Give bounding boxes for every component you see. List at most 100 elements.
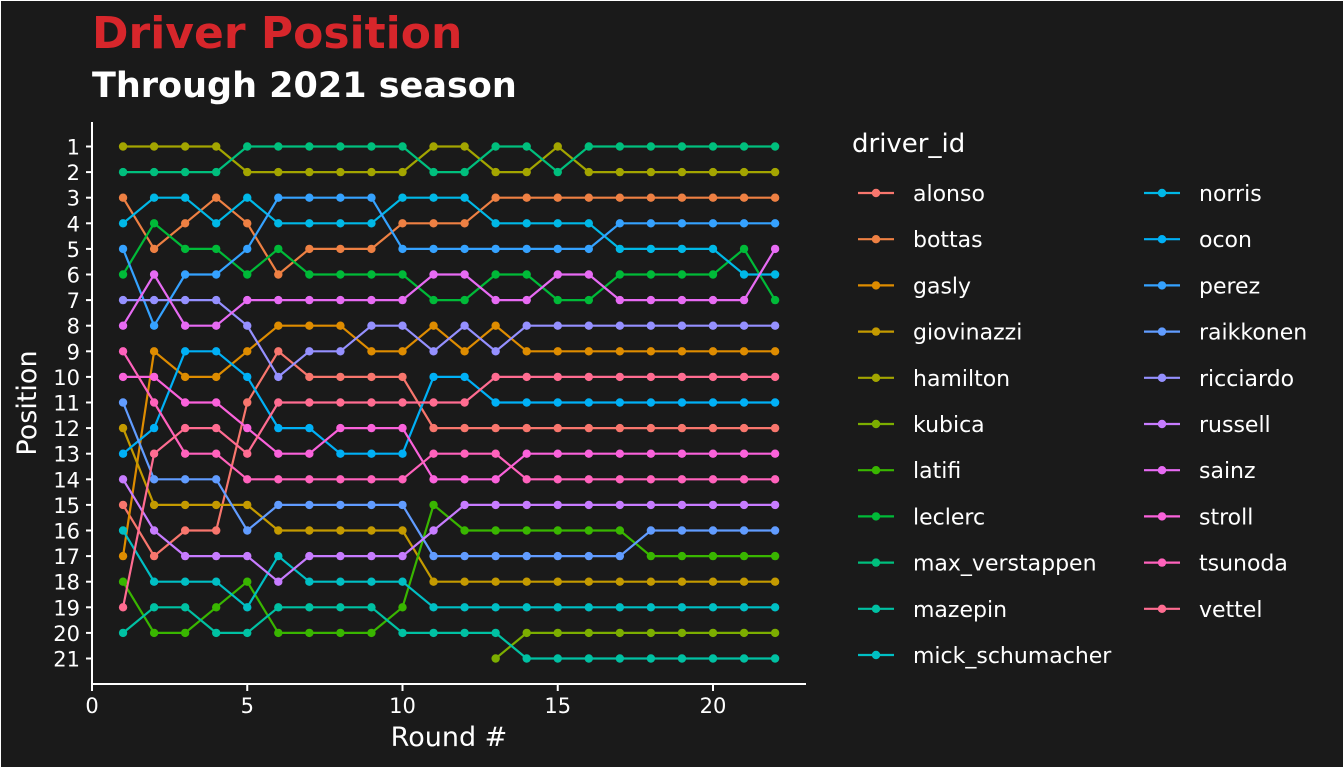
data-point [398, 603, 407, 612]
data-point [243, 270, 252, 279]
data-point [584, 628, 593, 638]
series-line [123, 375, 776, 481]
data-point [180, 475, 190, 484]
data-point [615, 475, 625, 484]
y-tick-label: 11 [53, 392, 80, 416]
legend: driver_id alonso bottas gasly giovinazzi ham… [852, 129, 1307, 669]
data-point [522, 167, 531, 177]
data-point [646, 500, 656, 510]
data-point [429, 603, 438, 612]
data-point [522, 423, 531, 433]
data-point [615, 628, 625, 638]
data-point [708, 423, 718, 433]
series-norris [118, 193, 780, 279]
data-point [429, 347, 438, 356]
data-point [274, 526, 283, 535]
data-point [584, 372, 593, 382]
y-tick-label: 14 [53, 468, 80, 492]
data-point [584, 270, 593, 279]
legend-label: russell [1199, 413, 1271, 438]
data-point [708, 142, 718, 151]
data-point [770, 628, 780, 638]
data-point [615, 398, 625, 407]
data-point [584, 449, 593, 458]
data-point [677, 142, 687, 151]
legend-label: kubica [913, 413, 985, 438]
data-point [336, 551, 345, 561]
x-axis-label: Round # [391, 722, 508, 753]
y-tick-label: 20 [53, 622, 80, 646]
data-point [770, 219, 780, 228]
data-point [646, 193, 656, 202]
data-point [336, 500, 345, 510]
data-point [739, 372, 749, 382]
series-perez [118, 193, 780, 330]
data-point [180, 449, 190, 458]
x-tick-label: 5 [241, 694, 254, 718]
data-point [274, 193, 283, 202]
data-point [770, 295, 780, 305]
data-point [243, 526, 252, 535]
data-point [615, 244, 625, 254]
data-point [615, 295, 625, 305]
data-point [212, 219, 221, 228]
data-point [646, 449, 656, 458]
data-point [118, 628, 128, 638]
data-point [460, 526, 469, 535]
series-line [122, 478, 776, 584]
data-point [274, 475, 283, 484]
y-tick-label: 13 [53, 443, 80, 467]
data-point [367, 193, 376, 202]
data-point [243, 628, 252, 638]
data-point [180, 628, 190, 638]
data-point [677, 603, 687, 612]
chart-title: Driver Position [92, 8, 462, 59]
data-point [367, 577, 376, 586]
data-point [553, 449, 562, 458]
data-point [336, 321, 345, 330]
data-point [615, 603, 625, 612]
legend-item-hamilton: hamilton [858, 367, 1010, 392]
series-kubica [491, 628, 780, 663]
data-point [398, 577, 407, 586]
legend-item-giovinazzi: giovinazzi [858, 321, 1022, 346]
data-point [118, 142, 128, 151]
data-point [677, 423, 687, 433]
data-point [118, 295, 128, 305]
data-point [708, 551, 718, 561]
data-point [677, 551, 687, 561]
data-point [180, 603, 190, 612]
data-point [677, 449, 687, 458]
data-point [553, 398, 562, 407]
data-point [429, 398, 438, 407]
data-point [367, 398, 376, 407]
data-point [739, 295, 749, 305]
data-point [336, 270, 345, 279]
data-point [522, 372, 531, 382]
y-tick-label: 7 [67, 289, 80, 313]
legend-item-stroll: stroll [1144, 505, 1253, 530]
data-point [584, 219, 593, 228]
data-point [180, 347, 190, 356]
data-point [118, 347, 128, 356]
data-point [429, 142, 438, 151]
data-point [149, 628, 159, 638]
data-point [367, 270, 376, 279]
series-line [122, 350, 776, 455]
x-ticks: 0 5 10 15 20 [85, 684, 726, 718]
data-point [708, 398, 718, 407]
data-point [305, 219, 314, 228]
data-point [305, 295, 314, 305]
data-point [460, 551, 469, 561]
data-point [770, 423, 780, 433]
legend-label: leclerc [913, 505, 985, 530]
data-point [770, 526, 780, 535]
data-point [584, 244, 593, 254]
data-point [584, 577, 593, 586]
data-point [460, 475, 469, 484]
data-point [615, 423, 625, 433]
data-point [274, 449, 283, 458]
data-point [212, 193, 221, 202]
data-point [149, 142, 159, 151]
